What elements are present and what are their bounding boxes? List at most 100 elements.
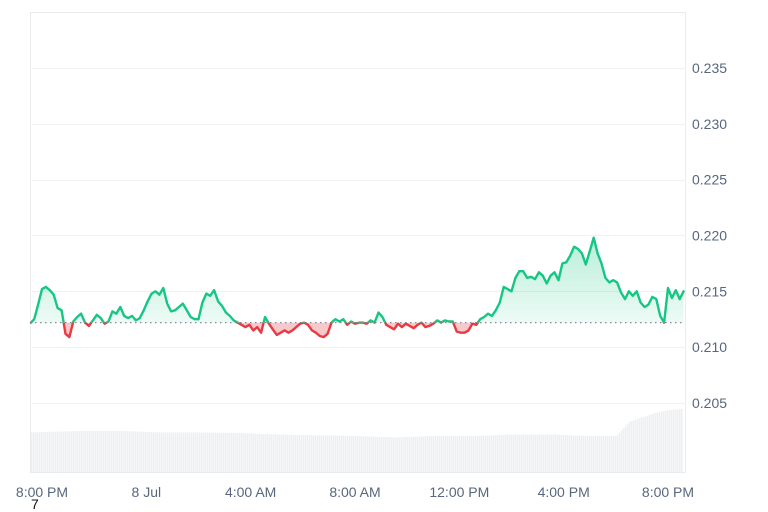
volume-bar bbox=[519, 434, 521, 472]
volume-bar bbox=[633, 420, 635, 472]
volume-bar bbox=[387, 437, 389, 472]
volume-bar bbox=[479, 435, 481, 472]
volume-bar bbox=[417, 436, 419, 472]
volume-bar bbox=[591, 436, 593, 472]
volume-bar bbox=[291, 434, 293, 472]
volume-bar bbox=[365, 436, 367, 472]
volume-bar bbox=[491, 435, 493, 472]
volume-bar bbox=[285, 434, 287, 472]
volume-bar bbox=[637, 418, 639, 472]
volume-bar bbox=[179, 432, 181, 472]
volume-bar bbox=[419, 436, 421, 472]
volume-bar bbox=[197, 432, 199, 472]
volume-bar bbox=[531, 434, 533, 472]
x-tick-label: 8:00 PM bbox=[642, 484, 694, 500]
y-tick-label: 0.230 bbox=[692, 116, 727, 132]
volume-bar bbox=[323, 435, 325, 472]
volume-bar bbox=[145, 431, 147, 472]
volume-bar bbox=[521, 434, 523, 472]
volume-bar bbox=[107, 430, 109, 472]
volume-bar bbox=[609, 436, 611, 472]
volume-bar bbox=[581, 435, 583, 472]
volume-bar bbox=[579, 435, 581, 472]
volume-bar bbox=[493, 435, 495, 472]
volume-bar bbox=[465, 436, 467, 472]
volume-bar bbox=[213, 432, 215, 472]
volume-bar bbox=[485, 435, 487, 472]
volume-bar bbox=[199, 432, 201, 472]
volume-bar bbox=[559, 434, 561, 472]
volume-bar bbox=[77, 431, 79, 472]
volume-bar bbox=[577, 435, 579, 472]
volume-bar bbox=[423, 436, 425, 472]
y-tick-label: 0.235 bbox=[692, 60, 727, 76]
volume-bar bbox=[527, 434, 529, 472]
x-tick-label: 8:00 AM bbox=[329, 484, 380, 500]
volume-bar bbox=[499, 435, 501, 472]
volume-bar bbox=[589, 435, 591, 472]
volume-bar bbox=[631, 420, 633, 472]
volume-bar bbox=[221, 432, 223, 472]
volume-bar bbox=[193, 432, 195, 472]
volume-bar bbox=[563, 435, 565, 472]
volume-bar bbox=[643, 416, 645, 472]
volume-bar bbox=[153, 432, 155, 472]
volume-bar bbox=[393, 437, 395, 472]
volume-bar bbox=[37, 432, 39, 472]
volume-bar bbox=[557, 434, 559, 472]
volume-bar bbox=[247, 433, 249, 472]
volume-bar bbox=[675, 409, 677, 472]
volume-bar bbox=[331, 435, 333, 472]
volume-bar bbox=[309, 435, 311, 472]
volume-bar bbox=[219, 432, 221, 472]
volume-bar bbox=[115, 430, 117, 472]
volume-bar bbox=[621, 430, 623, 472]
volume-bar bbox=[53, 431, 55, 472]
volume-bar bbox=[567, 435, 569, 472]
volume-bar bbox=[283, 434, 285, 472]
volume-bar bbox=[43, 432, 45, 472]
volume-bar bbox=[345, 435, 347, 472]
volume-bar bbox=[409, 436, 411, 472]
gain-area bbox=[31, 237, 684, 323]
volume-bar bbox=[555, 434, 557, 472]
volume-bar bbox=[33, 432, 35, 472]
volume-bar bbox=[293, 434, 295, 472]
volume-bar bbox=[513, 434, 515, 472]
volume-bar bbox=[681, 408, 683, 472]
volume-bar bbox=[147, 431, 149, 472]
chart-frame bbox=[30, 12, 686, 473]
volume-bar bbox=[587, 435, 589, 472]
volume-bar bbox=[81, 430, 83, 472]
volume-bar bbox=[257, 433, 259, 472]
volume-bar bbox=[607, 436, 609, 472]
y-axis-labels: 0.235 0.230 0.225 0.220 0.215 0.210 0.205 bbox=[692, 60, 727, 411]
volume-bar bbox=[69, 431, 71, 472]
volume-bar bbox=[561, 434, 563, 472]
volume-bar bbox=[441, 436, 443, 472]
volume-bar bbox=[599, 436, 601, 472]
volume-bar bbox=[341, 435, 343, 472]
volume-bar bbox=[585, 435, 587, 472]
volume-bar bbox=[313, 435, 315, 472]
volume-bar bbox=[99, 430, 101, 472]
volume-bar bbox=[67, 431, 69, 472]
volume-bar bbox=[379, 436, 381, 472]
volume-bar bbox=[593, 436, 595, 472]
volume-bar bbox=[411, 436, 413, 472]
volume-bar bbox=[243, 433, 245, 472]
volume-bar bbox=[595, 436, 597, 472]
volume-bar bbox=[505, 434, 507, 472]
volume-bar bbox=[279, 434, 281, 472]
volume-bar bbox=[173, 432, 175, 472]
volume-bar bbox=[421, 436, 423, 472]
volume-bar bbox=[123, 431, 125, 472]
volume-bar bbox=[41, 432, 43, 472]
volume-bar bbox=[177, 432, 179, 472]
volume-bar bbox=[603, 436, 605, 472]
volume-bar bbox=[459, 436, 461, 472]
volume-bar bbox=[449, 436, 451, 472]
volume-bar bbox=[245, 433, 247, 472]
